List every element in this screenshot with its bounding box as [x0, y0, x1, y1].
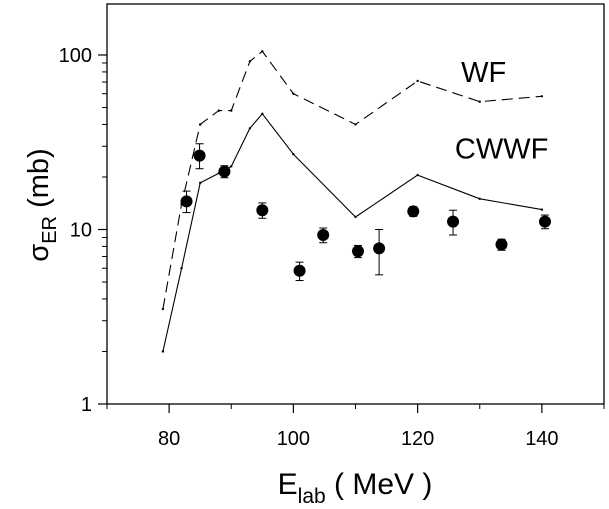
annotation-wf: WF [461, 57, 506, 89]
series-vertex-cwwf [540, 208, 544, 211]
series-line-wf [162, 50, 542, 310]
series-vertex-cwwf [478, 197, 481, 200]
label-layer: 80 100 120 140 1 10 100 WF CWWF [59, 45, 559, 450]
x-axis-label-main: E [278, 468, 298, 501]
data-point [293, 264, 306, 277]
series-vertex-wf [198, 123, 202, 126]
series-vertex-wf [230, 109, 233, 112]
series-vertex-cwwf [161, 350, 165, 353]
series-vertex-wf [261, 50, 264, 53]
y-axis-label-main: σ [23, 244, 55, 262]
series-vertex-cwwf [198, 181, 202, 185]
annotation-cwwf: CWWF [455, 134, 548, 166]
series-vertex-cwwf [230, 165, 233, 168]
y-axis-label: σER (mb) [23, 148, 61, 261]
series-vertex-wf [292, 92, 295, 95]
series-vertex-cwwf [261, 112, 264, 116]
series-vertex-cwwf [180, 267, 183, 270]
data-point [373, 242, 386, 255]
axis-ticks [98, 54, 605, 413]
data-point [193, 149, 206, 162]
x-axis-label-sub: lab [298, 485, 326, 508]
y-axis-label-sub: ER [39, 216, 61, 244]
x-tick-label: 100 [277, 428, 310, 450]
y-axis-label-rest: (mb) [23, 148, 55, 216]
y-tick-label: 100 [59, 45, 92, 67]
data-point [218, 165, 231, 178]
series-vertex-cwwf [354, 215, 357, 219]
data-point [180, 195, 193, 208]
series-vertex-wf [354, 123, 357, 126]
data-point [538, 215, 551, 228]
data-point [351, 245, 364, 258]
series-layer [161, 50, 551, 353]
series-vertex-cwwf [248, 127, 252, 130]
data-point [407, 205, 420, 218]
x-tick-label: 140 [525, 428, 558, 450]
series-line-cwwf [162, 113, 542, 352]
y-tick-label: 10 [70, 220, 92, 242]
series-vertex-wf [416, 79, 419, 83]
y-tick-label: 1 [81, 394, 92, 416]
x-tick-label: 80 [158, 428, 180, 450]
series-vertex-wf [540, 95, 544, 98]
series-vertex-wf [478, 100, 481, 103]
series-vertex-wf [217, 109, 221, 112]
series-vertex-wf [161, 307, 165, 311]
data-point [447, 215, 460, 228]
data-point [495, 238, 508, 251]
series-vertex-cwwf [416, 173, 419, 177]
series-vertex-cwwf [292, 153, 295, 156]
data-point [317, 228, 330, 241]
series-vertex-wf [248, 60, 252, 63]
data-point [256, 204, 269, 217]
x-tick-label: 120 [401, 428, 434, 450]
x-axis-label-rest: ( MeV ) [326, 468, 433, 501]
x-axis-label: Elab ( MeV ) [278, 468, 433, 508]
